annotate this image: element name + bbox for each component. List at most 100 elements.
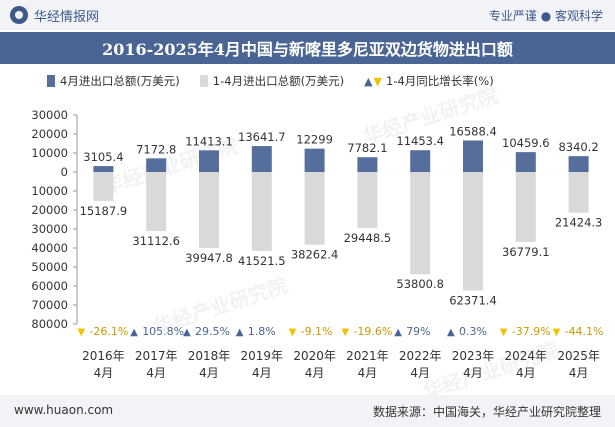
chart-title: 2016-2025年4月中国与新喀里多尼亚双边货物进出口额	[102, 40, 513, 59]
y-tick-label: 50000	[31, 260, 68, 274]
bar-cumulative	[410, 172, 431, 275]
legend-item-monthly: 4月进出口总额(万美元)	[47, 73, 180, 89]
x-tick-label-month: 4月	[463, 366, 483, 380]
label-cumulative: 39947.8	[185, 251, 233, 265]
label-growth: -37.9%	[512, 325, 551, 338]
y-tick-label: 20000	[31, 203, 68, 217]
x-tick-label-month: 4月	[410, 366, 430, 380]
y-tick-label: 60000	[31, 279, 68, 293]
x-tick-label-year: 2024年	[505, 349, 548, 363]
growth-down-marker: ▼	[553, 327, 561, 338]
label-cumulative: 62371.4	[449, 294, 497, 308]
label-growth: 105.8%	[142, 325, 184, 338]
y-tick-label: 30000	[31, 108, 68, 122]
top-bar: 华经情报网 专业严谨 ● 客观科学	[0, 0, 615, 30]
bar-cumulative	[146, 172, 167, 232]
y-tick-label: 10000	[31, 184, 68, 198]
triangle-up-icon: ▲	[364, 74, 373, 88]
bar-monthly	[463, 140, 483, 172]
label-growth: -9.1%	[301, 325, 333, 338]
label-monthly: 13641.7	[238, 130, 286, 144]
y-tick-label: 20000	[31, 127, 68, 141]
bar-cumulative	[93, 172, 114, 201]
label-growth: 79%	[406, 325, 430, 338]
label-monthly: 10459.6	[502, 136, 550, 150]
growth-down-marker: ▼	[289, 327, 297, 338]
x-tick-label-month: 4月	[358, 366, 378, 380]
label-monthly: 12299	[296, 133, 333, 147]
y-tick-label: 80000	[31, 317, 68, 331]
legend-item-cumulative: 1-4月进出口总额(万美元)	[199, 73, 344, 89]
x-tick-label-year: 2019年	[241, 349, 284, 363]
x-tick-label-year: 2025年	[557, 349, 600, 363]
footer: www.huaon.com 数据来源：中国海关，华经产业研究院整理	[0, 395, 615, 427]
label-growth: -26.1%	[89, 325, 128, 338]
bar-cumulative	[463, 172, 483, 291]
label-cumulative: 29448.5	[344, 231, 392, 245]
footer-url[interactable]: www.huaon.com	[14, 403, 114, 417]
x-tick-label-month: 4月	[199, 366, 219, 380]
x-tick-label-month: 4月	[569, 366, 589, 380]
bar-monthly	[251, 146, 272, 172]
y-tick-label: 30000	[31, 222, 68, 236]
legend-item-growth: ▲ ▼ 1-4月同比增长率(%)	[364, 73, 494, 89]
bar-monthly	[146, 158, 167, 172]
x-tick-label-month: 4月	[516, 366, 536, 380]
label-cumulative: 36779.1	[502, 245, 550, 259]
footer-source: 数据来源：中国海关，华经产业研究院整理	[372, 405, 601, 419]
label-cumulative: 41521.5	[238, 254, 286, 268]
brand-logo-icon	[10, 6, 28, 24]
growth-up-marker: ▲	[236, 327, 244, 338]
slogan: 专业严谨 ● 客观科学	[488, 9, 603, 23]
bar-monthly	[199, 150, 219, 172]
label-monthly: 7172.8	[136, 142, 176, 156]
growth-down-marker: ▼	[500, 327, 508, 338]
legend-label-monthly: 4月进出口总额(万美元)	[60, 74, 180, 88]
label-cumulative: 31112.6	[132, 234, 180, 248]
bar-cumulative	[199, 172, 219, 248]
x-tick-label-year: 2020年	[293, 349, 336, 363]
bar-monthly	[515, 152, 536, 172]
label-cumulative: 53800.8	[396, 277, 444, 291]
label-cumulative: 21424.3	[555, 216, 603, 230]
label-growth: 0.3%	[459, 325, 487, 338]
bar-cumulative	[304, 172, 325, 245]
label-growth: -44.1%	[565, 325, 604, 338]
growth-up-marker: ▲	[130, 327, 138, 338]
x-tick-label-month: 4月	[252, 366, 272, 380]
legend-swatch-cumulative	[199, 75, 208, 87]
bar-cumulative	[515, 172, 536, 242]
growth-up-marker: ▲	[394, 327, 402, 338]
growth-down-marker: ▼	[77, 327, 85, 338]
y-tick-label: 10000	[31, 146, 68, 160]
x-tick-label-year: 2023年	[452, 349, 495, 363]
chart-legend: 4月进出口总额(万美元) 1-4月进出口总额(万美元) ▲ ▼ 1-4月同比增长…	[47, 73, 514, 89]
growth-up-marker: ▲	[183, 327, 191, 338]
y-tick-label: 0	[61, 165, 68, 179]
bar-monthly	[357, 157, 378, 172]
legend-label-growth: 1-4月同比增长率(%)	[386, 74, 494, 88]
title-bar: 2016-2025年4月中国与新喀里多尼亚双边货物进出口额	[0, 32, 615, 64]
x-tick-label-month: 4月	[146, 366, 166, 380]
label-growth: 29.5%	[195, 325, 230, 338]
label-cumulative: 15187.9	[80, 204, 128, 218]
bar-cumulative	[568, 172, 589, 213]
bar-monthly	[410, 150, 431, 172]
label-monthly: 8340.2	[558, 140, 598, 154]
brand-name: 华经情报网	[34, 9, 100, 25]
brand[interactable]: 华经情报网	[10, 6, 100, 25]
x-tick-label-year: 2016年	[82, 349, 125, 363]
x-tick-label-year: 2022年	[399, 349, 442, 363]
label-monthly: 16588.4	[449, 124, 497, 138]
x-tick-label-year: 2018年	[188, 349, 231, 363]
label-monthly: 7782.1	[347, 141, 387, 155]
chart-plot: 30000 20000 10000 0 10000 20000 30000 40000 5000…	[31, 108, 604, 380]
bar-cumulative	[357, 172, 378, 228]
y-tick-label: 70000	[31, 298, 68, 312]
x-tick-label-month: 4月	[94, 366, 114, 380]
y-tick-label: 40000	[31, 241, 68, 255]
triangle-down-icon: ▼	[373, 74, 382, 88]
legend-swatch-monthly	[47, 75, 55, 87]
label-growth: -19.6%	[353, 325, 392, 338]
bar-cumulative	[251, 172, 272, 251]
